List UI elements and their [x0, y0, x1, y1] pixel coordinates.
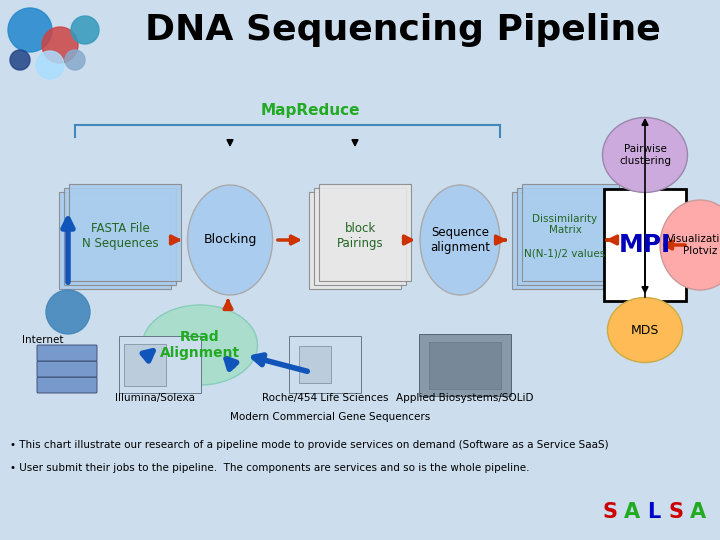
Text: Read
Alignment: Read Alignment [160, 330, 240, 360]
Text: block
Pairings: block Pairings [337, 222, 383, 250]
FancyBboxPatch shape [511, 192, 608, 288]
Text: S: S [668, 502, 683, 522]
Ellipse shape [660, 200, 720, 290]
Text: A: A [690, 502, 706, 522]
FancyBboxPatch shape [309, 192, 401, 288]
Text: Internet: Internet [22, 335, 63, 345]
FancyBboxPatch shape [516, 187, 613, 285]
Circle shape [10, 50, 30, 70]
Text: MapReduce: MapReduce [260, 103, 360, 118]
Ellipse shape [420, 185, 500, 295]
FancyBboxPatch shape [314, 187, 406, 285]
Text: S: S [603, 502, 618, 522]
Text: Visualization
Plotviz: Visualization Plotviz [667, 234, 720, 256]
Text: MDS: MDS [631, 323, 660, 336]
Ellipse shape [143, 305, 258, 385]
Text: L: L [647, 502, 661, 522]
Ellipse shape [187, 185, 272, 295]
FancyBboxPatch shape [289, 336, 361, 393]
FancyBboxPatch shape [419, 334, 511, 396]
FancyBboxPatch shape [319, 184, 411, 280]
FancyBboxPatch shape [37, 377, 97, 393]
Text: A: A [624, 502, 640, 522]
Text: MPI: MPI [619, 233, 671, 257]
FancyBboxPatch shape [299, 346, 331, 383]
FancyBboxPatch shape [69, 184, 181, 280]
FancyBboxPatch shape [64, 187, 176, 285]
Ellipse shape [608, 298, 683, 362]
Circle shape [71, 16, 99, 44]
Text: Pairwise
clustering: Pairwise clustering [619, 144, 671, 166]
Circle shape [42, 27, 78, 63]
Text: Sequence
alignment: Sequence alignment [430, 226, 490, 254]
FancyBboxPatch shape [59, 192, 171, 288]
Text: Dissimilarity
Matrix

N(N-1)/2 values: Dissimilarity Matrix N(N-1)/2 values [524, 214, 606, 259]
FancyBboxPatch shape [429, 342, 501, 389]
Text: • User submit their jobs to the pipeline.  The components are services and so is: • User submit their jobs to the pipeline… [10, 463, 529, 473]
Text: DNA Sequencing Pipeline: DNA Sequencing Pipeline [145, 13, 661, 46]
FancyBboxPatch shape [521, 184, 618, 280]
Circle shape [36, 51, 64, 79]
FancyBboxPatch shape [37, 361, 97, 377]
Text: Blocking: Blocking [203, 233, 257, 246]
Text: Modern Commercial Gene Sequencers: Modern Commercial Gene Sequencers [230, 412, 430, 422]
Circle shape [65, 50, 85, 70]
Text: Applied Biosystems/SOLiD: Applied Biosystems/SOLiD [396, 393, 534, 403]
Text: Illumina/Solexa: Illumina/Solexa [115, 393, 195, 403]
FancyBboxPatch shape [119, 336, 201, 393]
FancyBboxPatch shape [604, 189, 686, 301]
FancyBboxPatch shape [124, 344, 166, 386]
Text: FASTA File
N Sequences: FASTA File N Sequences [81, 222, 158, 250]
Text: • This chart illustrate our research of a pipeline mode to provide services on d: • This chart illustrate our research of … [10, 440, 608, 450]
FancyBboxPatch shape [37, 345, 97, 361]
Circle shape [8, 8, 52, 52]
Circle shape [46, 290, 90, 334]
Ellipse shape [603, 118, 688, 192]
Text: Roche/454 Life Sciences: Roche/454 Life Sciences [262, 393, 388, 403]
